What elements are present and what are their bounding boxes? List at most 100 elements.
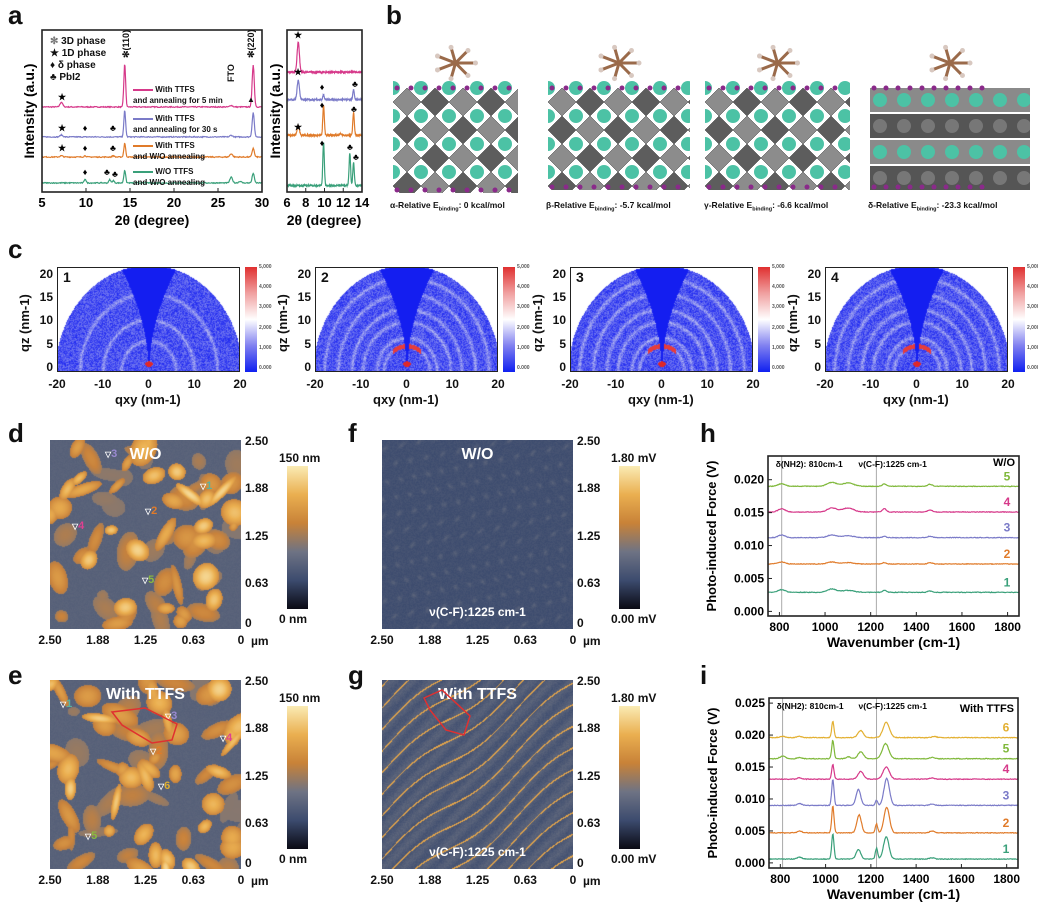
y-tick-label: 0 — [577, 616, 584, 630]
colorbar-tick-label: 1,000 — [1027, 344, 1038, 351]
marker-6: ▽6 — [158, 780, 170, 792]
cation-sphere — [393, 109, 400, 123]
series-number-label: 1 — [1004, 575, 1011, 589]
colorbar-tick-label: 2,000 — [259, 324, 272, 331]
structure-caption: α-Relative Ebinding: 0 kcal/mol — [390, 200, 505, 213]
y-tick-label: 0 — [814, 360, 821, 374]
y-tick-label: 0.000 — [735, 856, 765, 870]
y-tick-label: 15 — [39, 290, 53, 304]
colorbar-min-label: 0.00 mV — [611, 612, 657, 626]
colorbar-tick-label: 3,000 — [517, 304, 530, 311]
giwaxs-frame — [57, 267, 240, 372]
cation-sphere — [754, 81, 768, 95]
y-tick-label: 1.25 — [577, 768, 601, 783]
series-label-line: and W/O annealing — [133, 178, 206, 187]
marker-1: ▽1 — [60, 698, 72, 710]
phase-marker-icon: ♣ — [112, 169, 118, 179]
series-line-3 — [768, 777, 1019, 807]
panel-label-i: i — [700, 660, 708, 690]
y-axis-label: Intensity (a.u.) — [21, 64, 37, 159]
series-line-5 — [767, 481, 1020, 488]
colorbar — [245, 267, 257, 372]
series-line-5 — [768, 739, 1019, 760]
x-tick-label: 20 — [167, 195, 181, 210]
reference-line-label: δ(NH2): 810cm-1 — [777, 701, 844, 711]
cation-sphere — [470, 165, 484, 179]
colorbar — [503, 267, 515, 372]
cation-sphere — [442, 137, 456, 151]
phase-marker-icon: ★ — [294, 30, 303, 40]
molecule-bond — [776, 49, 792, 65]
molecule-bond — [613, 46, 621, 64]
cation-sphere — [726, 137, 740, 151]
series-line-W/O TTFS and W/O annealing — [41, 169, 263, 185]
caption-prefix: γ-Relative E — [704, 200, 753, 210]
x-tick-label: -10 — [94, 377, 112, 391]
x-tick-label: 0 — [913, 377, 920, 391]
x-tick-label: 1800 — [994, 620, 1021, 634]
x-tick-label: -20 — [816, 377, 834, 391]
panel-label-e: e — [8, 660, 23, 690]
colorbar-tick-label: 0.000 — [1027, 364, 1038, 371]
x-tick-label: 1.88 — [86, 873, 110, 887]
panel-label-h: h — [700, 418, 716, 448]
reference-line-label: ν(C-F):1225 cm-1 — [859, 701, 928, 711]
series-line-4 — [767, 507, 1020, 514]
x-axis-label: qxy (nm-1) — [373, 392, 439, 407]
crystal-structure-delta — [870, 44, 1030, 190]
series-number-label: 4 — [1003, 762, 1010, 776]
phase-marker-icon: ★ — [58, 143, 67, 153]
pifm-map — [382, 680, 573, 869]
caption-prefix: δ-Relative E — [868, 200, 917, 210]
x-tick-label: 10 — [955, 377, 969, 391]
x-tick-label: 2.50 — [38, 633, 62, 647]
cation-sphere — [442, 81, 456, 95]
phase-marker-icon: ♦ — [320, 82, 325, 92]
plot-frame — [767, 455, 1020, 617]
x-axis-label: qxy (nm-1) — [115, 392, 181, 407]
reference-line-label: δ(NH2): 810cm-1 — [776, 459, 843, 469]
phase-marker-icon: ♦ — [83, 123, 88, 133]
molecule-bond — [600, 61, 620, 72]
x-tick-label: 1.88 — [86, 633, 110, 647]
colorbar-min-label: 0 nm — [279, 612, 308, 626]
asterisk-icon: ✻ — [50, 36, 59, 47]
series-label-line: and W/O annealing — [133, 152, 206, 161]
y-tick-label: 10 — [297, 313, 311, 328]
y-tick-label: 1.88 — [577, 481, 601, 496]
legend-swatch — [133, 170, 153, 173]
cation-sphere — [625, 81, 639, 95]
y-axis-label: Photo-induced Force (V) — [705, 708, 720, 859]
giwaxs-frame — [315, 267, 498, 372]
colorbar-tick-label: 1,000 — [772, 344, 785, 351]
cation-sphere — [726, 81, 740, 95]
legend-label: 1D phase — [61, 48, 107, 59]
triangle-down-icon: ▽ — [145, 507, 152, 516]
cation-sphere — [782, 109, 796, 123]
cation-sphere — [548, 109, 555, 123]
marker-1: ▽1 — [200, 480, 212, 492]
colorbar-tick-label: 3,000 — [1027, 304, 1038, 311]
marker-number: 3 — [111, 448, 118, 460]
molecule-bond — [948, 49, 964, 65]
legend-label: 3D phase — [61, 36, 106, 47]
x-unit-label: µm — [583, 874, 601, 888]
series-number-label: 1 — [1003, 842, 1010, 856]
cation-sphere — [569, 81, 583, 95]
crystal-structure-gamma — [705, 44, 850, 190]
x-tick-label: 1800 — [993, 872, 1020, 886]
y-tick-label: 0.015 — [734, 506, 764, 520]
reference-line-label: ν(C-F):1225 cm-1 — [858, 459, 927, 469]
x-tick-label: 1200 — [857, 620, 884, 634]
phase-marker-icon: ★ — [58, 92, 67, 102]
marker-number: 1 — [206, 480, 213, 492]
marker-2: ▽2 — [150, 745, 162, 757]
legend-swatch — [133, 88, 153, 91]
colorbar — [287, 706, 308, 849]
colorbar-tick-label: 2,000 — [772, 324, 785, 331]
legend-label: δ phase — [57, 60, 96, 71]
cation-sphere — [625, 165, 639, 179]
x-tick-label: 12 — [336, 195, 350, 210]
caption-subscript: binding — [594, 206, 615, 213]
x-tick-label: 0 — [403, 377, 410, 391]
